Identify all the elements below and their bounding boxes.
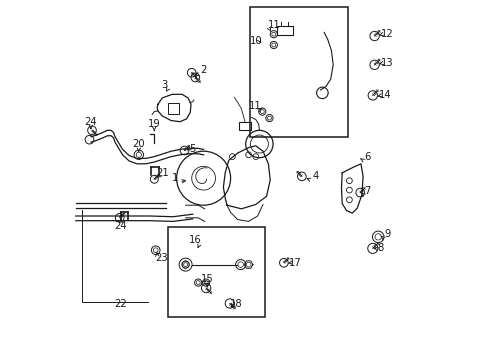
- Text: 23: 23: [155, 253, 168, 264]
- Text: 11: 11: [268, 20, 280, 30]
- Text: 15: 15: [201, 274, 214, 284]
- Text: 6: 6: [364, 152, 370, 162]
- Text: 16: 16: [189, 235, 202, 246]
- Text: 19: 19: [148, 119, 161, 129]
- Text: 24: 24: [85, 117, 97, 127]
- Text: 14: 14: [379, 90, 392, 100]
- Text: 21: 21: [156, 168, 170, 178]
- Text: 17: 17: [289, 258, 302, 268]
- Bar: [250, 7, 347, 137]
- Text: 7: 7: [364, 186, 370, 196]
- Text: 9: 9: [384, 229, 391, 239]
- Text: 22: 22: [115, 299, 127, 309]
- Bar: [168, 227, 265, 317]
- Text: 8: 8: [377, 243, 383, 253]
- Text: 5: 5: [190, 144, 196, 154]
- Bar: [168, 103, 179, 114]
- Text: 11: 11: [249, 101, 262, 111]
- Text: 4: 4: [312, 171, 318, 181]
- Text: 3: 3: [161, 80, 167, 90]
- Bar: [277, 26, 293, 35]
- Text: 18: 18: [230, 299, 243, 309]
- Text: 24: 24: [115, 221, 127, 231]
- Text: 2: 2: [200, 65, 207, 75]
- Text: 1: 1: [172, 173, 178, 183]
- Text: 12: 12: [381, 29, 393, 39]
- Text: 10: 10: [249, 36, 262, 46]
- Bar: [239, 122, 251, 130]
- Text: 20: 20: [132, 139, 145, 149]
- Text: 13: 13: [381, 58, 393, 68]
